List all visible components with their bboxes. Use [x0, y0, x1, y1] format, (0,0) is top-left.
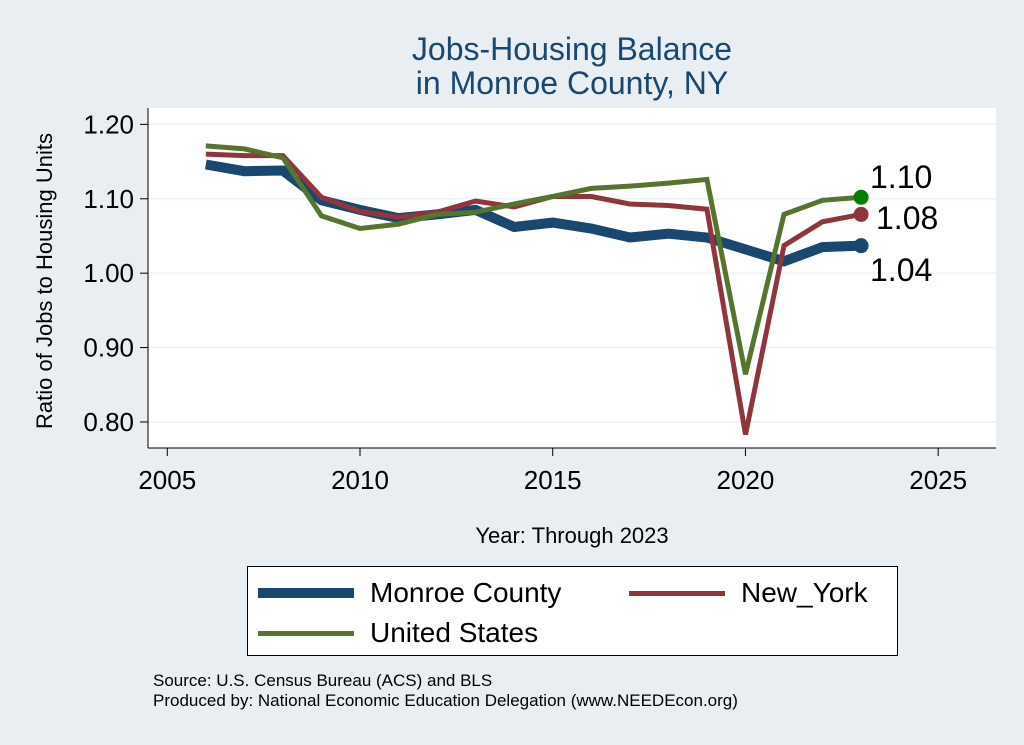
- end-marker-new-york: [853, 206, 869, 222]
- x-axis-label: Year: Through 2023: [475, 523, 668, 548]
- legend-swatch-new-york: [629, 590, 725, 596]
- legend-item-united-states: United States: [258, 617, 538, 649]
- chart-title-line-2: in Monroe County, NY: [415, 65, 729, 101]
- x-axis-ticks: 2005 2010 2015 2020 2025: [138, 448, 967, 495]
- legend-item-monroe: Monroe County: [258, 577, 561, 609]
- y-tick-label: 1.00: [83, 258, 134, 288]
- series-line-monroe-county: [204, 159, 862, 267]
- y-tick-label: 0.80: [83, 407, 134, 437]
- end-markers: 1.04 1.08 1.10: [853, 159, 938, 288]
- source-note: Source: U.S. Census Bureau (ACS) and BLS: [153, 671, 493, 690]
- y-axis-label: Ratio of Jobs to Housing Units: [32, 133, 57, 429]
- end-label-new-york: 1.08: [876, 200, 938, 236]
- x-tick-label: 2020: [717, 465, 775, 495]
- legend-label-united-states: United States: [370, 617, 539, 648]
- legend-swatch-united-states: [258, 630, 354, 636]
- y-axis-ticks: 0.80 0.90 1.00 1.10 1.20: [83, 109, 148, 437]
- x-tick-label: 2010: [331, 465, 389, 495]
- series-line-united-states: [205, 143, 862, 375]
- chart-title-line-1: Jobs-Housing Balance: [411, 31, 733, 67]
- y-tick-label: 0.90: [83, 333, 134, 363]
- x-tick-label: 2025: [909, 465, 967, 495]
- x-tick-label: 2015: [524, 465, 582, 495]
- legend-swatch-monroe: [258, 588, 354, 598]
- end-label-united-states: 1.10: [870, 159, 932, 195]
- line-chart: 0.80 0.90 1.00 1.10 1.20 2005 2010 2015 2020 202…: [32, 108, 996, 548]
- plot-area: [148, 108, 996, 448]
- series-lines: [204, 143, 862, 436]
- end-marker-united-states: [853, 189, 869, 205]
- legend-label-new-york: New_York: [741, 577, 868, 608]
- end-label-monroe-county: 1.04: [870, 252, 932, 288]
- legend-label-monroe: Monroe County: [370, 577, 562, 608]
- legend: Monroe County New_York United States: [247, 566, 898, 656]
- y-tick-label: 1.10: [83, 184, 134, 214]
- end-marker-monroe-county: [853, 238, 869, 254]
- x-tick-label: 2005: [138, 465, 196, 495]
- legend-item-new-york: New_York: [629, 577, 868, 609]
- y-tick-label: 1.20: [83, 109, 134, 139]
- producer-note: Produced by: National Economic Education…: [153, 691, 738, 710]
